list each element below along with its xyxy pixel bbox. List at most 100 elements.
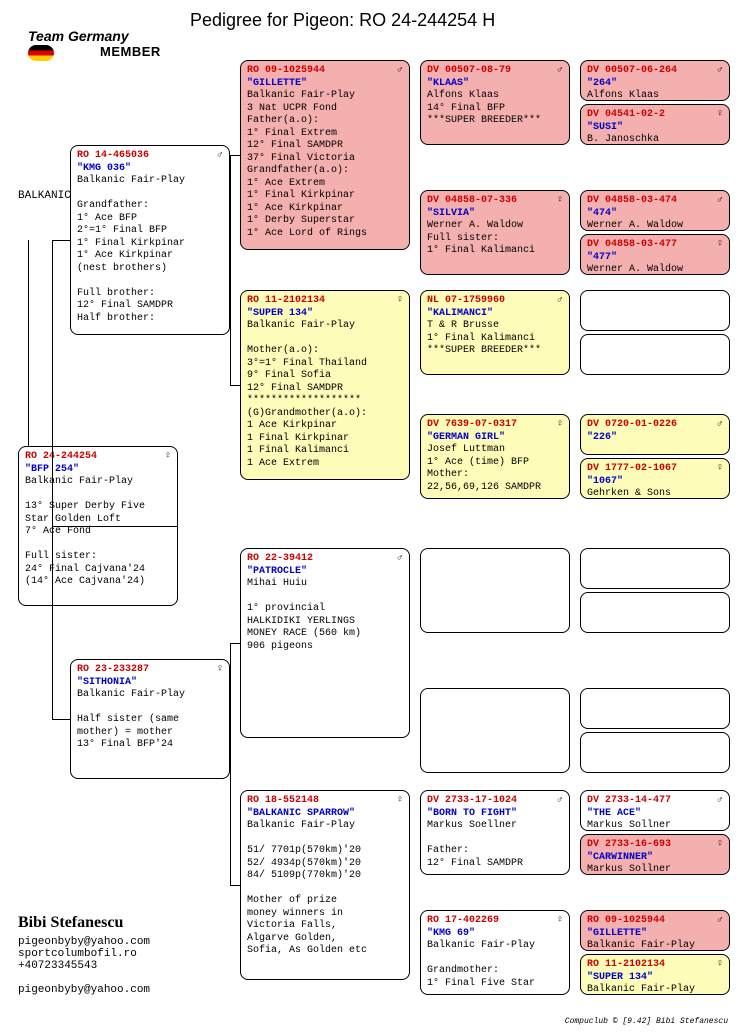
- ring-number: RO 24-244254: [25, 451, 97, 462]
- ring-number: DV 2733-17-1024: [427, 795, 517, 806]
- pigeon-name: "BFP 254": [25, 464, 171, 477]
- flag-icon: [28, 45, 54, 61]
- pedigree-box: RO 23-233287 ♀"SITHONIA"Balkanic Fair-Pla…: [70, 659, 230, 779]
- pigeon-details: Markus Sollner: [587, 864, 723, 875]
- pedigree-box: [420, 548, 570, 633]
- pedigree-box: DV 04858-03-477♀"477"Werner A. Waldow: [580, 234, 730, 275]
- page-title: Pedigree for Pigeon: RO 24-244254 H: [190, 10, 495, 31]
- ring-number: DV 0720-01-0226: [587, 419, 677, 430]
- ring-number: DV 04858-03-477: [587, 239, 677, 250]
- pigeon-name: "SUPER 134": [587, 972, 723, 985]
- pedigree-box: NL 07-1759960♂"KALIMANCI"T & R Brusse 1°…: [420, 290, 570, 375]
- sex-symbol: ♂: [717, 795, 723, 808]
- sex-symbol: ♀: [717, 959, 723, 972]
- pigeon-details: Werner A. Waldow: [587, 264, 723, 275]
- sex-symbol: ♂: [717, 915, 723, 928]
- sex-symbol: ♀: [557, 195, 563, 208]
- pigeon-details: Alfons Klaas: [587, 90, 723, 101]
- pedigree-box: DV 1777-02-1067♀"1067"Gehrken & Sons: [580, 458, 730, 499]
- ring-number: DV 7639-07-0317: [427, 419, 517, 430]
- ring-number: DV 00507-06-264: [587, 65, 677, 76]
- pigeon-name: "GERMAN GIRL": [427, 432, 563, 445]
- ring-number: RO 09-1025944: [247, 65, 325, 76]
- pedigree-box: DV 2733-14-477♂"THE ACE"Markus Sollner: [580, 790, 730, 831]
- pigeon-details: Balkanic Fair-Play: [587, 940, 723, 951]
- pigeon-name: "KMG 69": [427, 928, 563, 941]
- pigeon-details: Balkanic Fair-Play 13° Super Derby Five …: [25, 476, 171, 589]
- ring-number: DV 00507-08-79: [427, 65, 511, 76]
- pigeon-details: Balkanic Fair-Play Grandfather: 1° Ace B…: [77, 175, 223, 325]
- pigeon-name: "CARWINNER": [587, 852, 723, 865]
- sex-symbol: ♀: [557, 419, 563, 432]
- sex-symbol: ♂: [717, 65, 723, 78]
- sex-symbol: ♀: [717, 109, 723, 122]
- pigeon-name: "PATROCLE": [247, 566, 403, 579]
- pigeon-name: "1067": [587, 476, 723, 489]
- pigeon-name: "SILVIA": [427, 208, 563, 221]
- ring-number: RO 23-233287: [77, 664, 149, 675]
- pigeon-name: "474": [587, 208, 723, 221]
- pigeon-name: "THE ACE": [587, 808, 723, 821]
- pedigree-box: RO 11-2102134♀"SUPER 134"Balkanic Fair-P…: [240, 290, 410, 480]
- pigeon-details: Balkanic Fair-Play Half sister (same mot…: [77, 689, 223, 752]
- pigeon-details: Markus Sollner: [587, 820, 723, 831]
- pedigree-box: RO 18-552148♀"BALKANIC SPARROW"Balkanic …: [240, 790, 410, 980]
- pigeon-details: Alfons Klaas 14° Final BFP ***SUPER BREE…: [427, 90, 563, 128]
- sex-symbol: ♀: [397, 295, 403, 308]
- pedigree-box: [580, 592, 730, 633]
- team-logo: Team GermanyMEMBER: [28, 28, 168, 61]
- pigeon-name: "477": [587, 252, 723, 265]
- sex-symbol: ♂: [397, 65, 403, 78]
- sex-symbol: ♂: [557, 65, 563, 78]
- pigeon-details: Balkanic Fair-Play 3 Nat UCPR Fond Fathe…: [247, 90, 403, 240]
- pigeon-details: Markus Soellner Father: 12° Final SAMDPR: [427, 820, 563, 870]
- ring-number: NL 07-1759960: [427, 295, 505, 306]
- pigeon-details: Balkanic Fair-Play 51/ 7701p(570km)'20 5…: [247, 820, 403, 958]
- ring-number: RO 11-2102134: [587, 959, 665, 970]
- sex-symbol: ♀: [165, 451, 171, 464]
- contact-block: Bibi Stefanescupigeonbyby@yahoo.com spor…: [18, 914, 150, 996]
- sex-symbol: ♂: [717, 419, 723, 432]
- pedigree-box: DV 04858-07-336♀"SILVIA"Werner A. Waldow…: [420, 190, 570, 275]
- sex-symbol: ♀: [557, 915, 563, 928]
- pigeon-details: B. Janoschka: [587, 134, 723, 145]
- pigeon-details: Werner A. Waldow: [587, 220, 723, 231]
- sex-symbol: ♂: [397, 553, 403, 566]
- pedigree-box: RO 09-1025944♂"GILLETTE"Balkanic Fair-Pl…: [240, 60, 410, 250]
- pedigree-box: RO 17-402269♀"KMG 69"Balkanic Fair-Play …: [420, 910, 570, 995]
- pedigree-box: RO 22-39412 ♂"PATROCLE"Mihai Huiu 1° prov…: [240, 548, 410, 738]
- pigeon-name: "226": [587, 432, 723, 445]
- pedigree-box: DV 7639-07-0317 ♀"GERMAN GIRL"Josef Luttm…: [420, 414, 570, 499]
- pedigree-box: RO 09-1025944 ♂"GILLETTE"Balkanic Fair-Pl…: [580, 910, 730, 951]
- pigeon-name: "BALKANIC SPARROW": [247, 808, 403, 821]
- pigeon-name: "KMG 036": [77, 163, 223, 176]
- pedigree-box: [580, 290, 730, 331]
- ring-number: RO 09-1025944: [587, 915, 665, 926]
- pedigree-box: [580, 688, 730, 729]
- ring-number: RO 18-552148: [247, 795, 319, 806]
- ring-number: RO 17-402269: [427, 915, 499, 926]
- sex-symbol: ♀: [717, 839, 723, 852]
- pedigree-box: RO 14-465036♂"KMG 036"Balkanic Fair-Play…: [70, 145, 230, 335]
- sex-symbol: ♂: [717, 195, 723, 208]
- pedigree-box: DV 2733-16-693♀"CARWINNER"Markus Sollner: [580, 834, 730, 875]
- pigeon-name: "KLAAS": [427, 78, 563, 91]
- pigeon-name: "GILLETTE": [587, 928, 723, 941]
- ring-number: RO 22-39412: [247, 553, 313, 564]
- pigeon-details: Josef Luttman 1° Ace (time) BFP Mother: …: [427, 444, 563, 494]
- pigeon-name: "BORN TO FIGHT": [427, 808, 563, 821]
- sex-symbol: ♀: [217, 664, 223, 677]
- ring-number: RO 11-2102134: [247, 295, 325, 306]
- pigeon-name: "264": [587, 78, 723, 91]
- pigeon-details: Gehrken & Sons: [587, 488, 723, 499]
- pedigree-box: DV 00507-06-264 ♂"264"Alfons Klaas: [580, 60, 730, 101]
- pigeon-details: T & R Brusse 1° Final Kalimanci ***SUPER…: [427, 320, 563, 358]
- ring-number: DV 04858-07-336: [427, 195, 517, 206]
- pigeon-details: Balkanic Fair-Play Mother(a.o): 3°=1° Fi…: [247, 320, 403, 470]
- ring-number: DV 04541-02-2: [587, 109, 665, 120]
- pigeon-details: Balkanic Fair-Play: [587, 984, 723, 995]
- pigeon-details: Mihai Huiu 1° provincial HALKIDIKI YERLI…: [247, 578, 403, 653]
- pedigree-box: DV 0720-01-0226 ♂"226": [580, 414, 730, 455]
- pigeon-name: "SITHONIA": [77, 677, 223, 690]
- footer-credit: Compuclub © [9.42] Bibi Stefanescu: [565, 1017, 728, 1026]
